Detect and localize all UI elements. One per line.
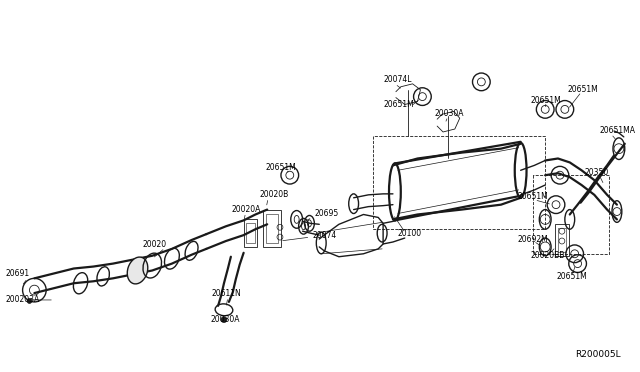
Circle shape	[27, 298, 32, 304]
Text: 20020: 20020	[143, 240, 166, 250]
Text: 20692M: 20692M	[518, 235, 548, 244]
Text: 20651MA: 20651MA	[599, 126, 636, 135]
Text: 20651M: 20651M	[518, 192, 548, 201]
Text: 20074: 20074	[312, 231, 337, 240]
Bar	[263, 209, 281, 247]
Text: 20074L: 20074L	[383, 76, 412, 84]
Text: 20100: 20100	[398, 229, 422, 238]
Bar	[246, 223, 255, 243]
Circle shape	[221, 317, 227, 323]
Text: 20651M: 20651M	[531, 96, 561, 105]
Text: 20651M: 20651M	[383, 100, 414, 109]
Text: 20020B: 20020B	[259, 190, 289, 199]
Text: 20350: 20350	[584, 168, 609, 177]
Ellipse shape	[127, 257, 148, 284]
Text: 20030A: 20030A	[210, 315, 240, 324]
Text: 20691: 20691	[6, 269, 30, 278]
Text: 20020A: 20020A	[232, 205, 261, 214]
Text: 20695: 20695	[314, 209, 339, 218]
Text: 20030A: 20030A	[434, 109, 464, 118]
Text: 20651M: 20651M	[557, 272, 588, 281]
Text: 20611N: 20611N	[211, 289, 241, 298]
Bar	[555, 224, 569, 256]
Text: 20020BB: 20020BB	[531, 251, 565, 260]
Bar	[558, 228, 566, 252]
Text: 20651M: 20651M	[265, 163, 296, 172]
Text: 200203A: 200203A	[6, 295, 40, 304]
Bar	[244, 219, 257, 247]
Text: R200005L: R200005L	[575, 350, 621, 359]
Bar	[266, 214, 278, 243]
Text: 20651M: 20651M	[568, 85, 598, 94]
